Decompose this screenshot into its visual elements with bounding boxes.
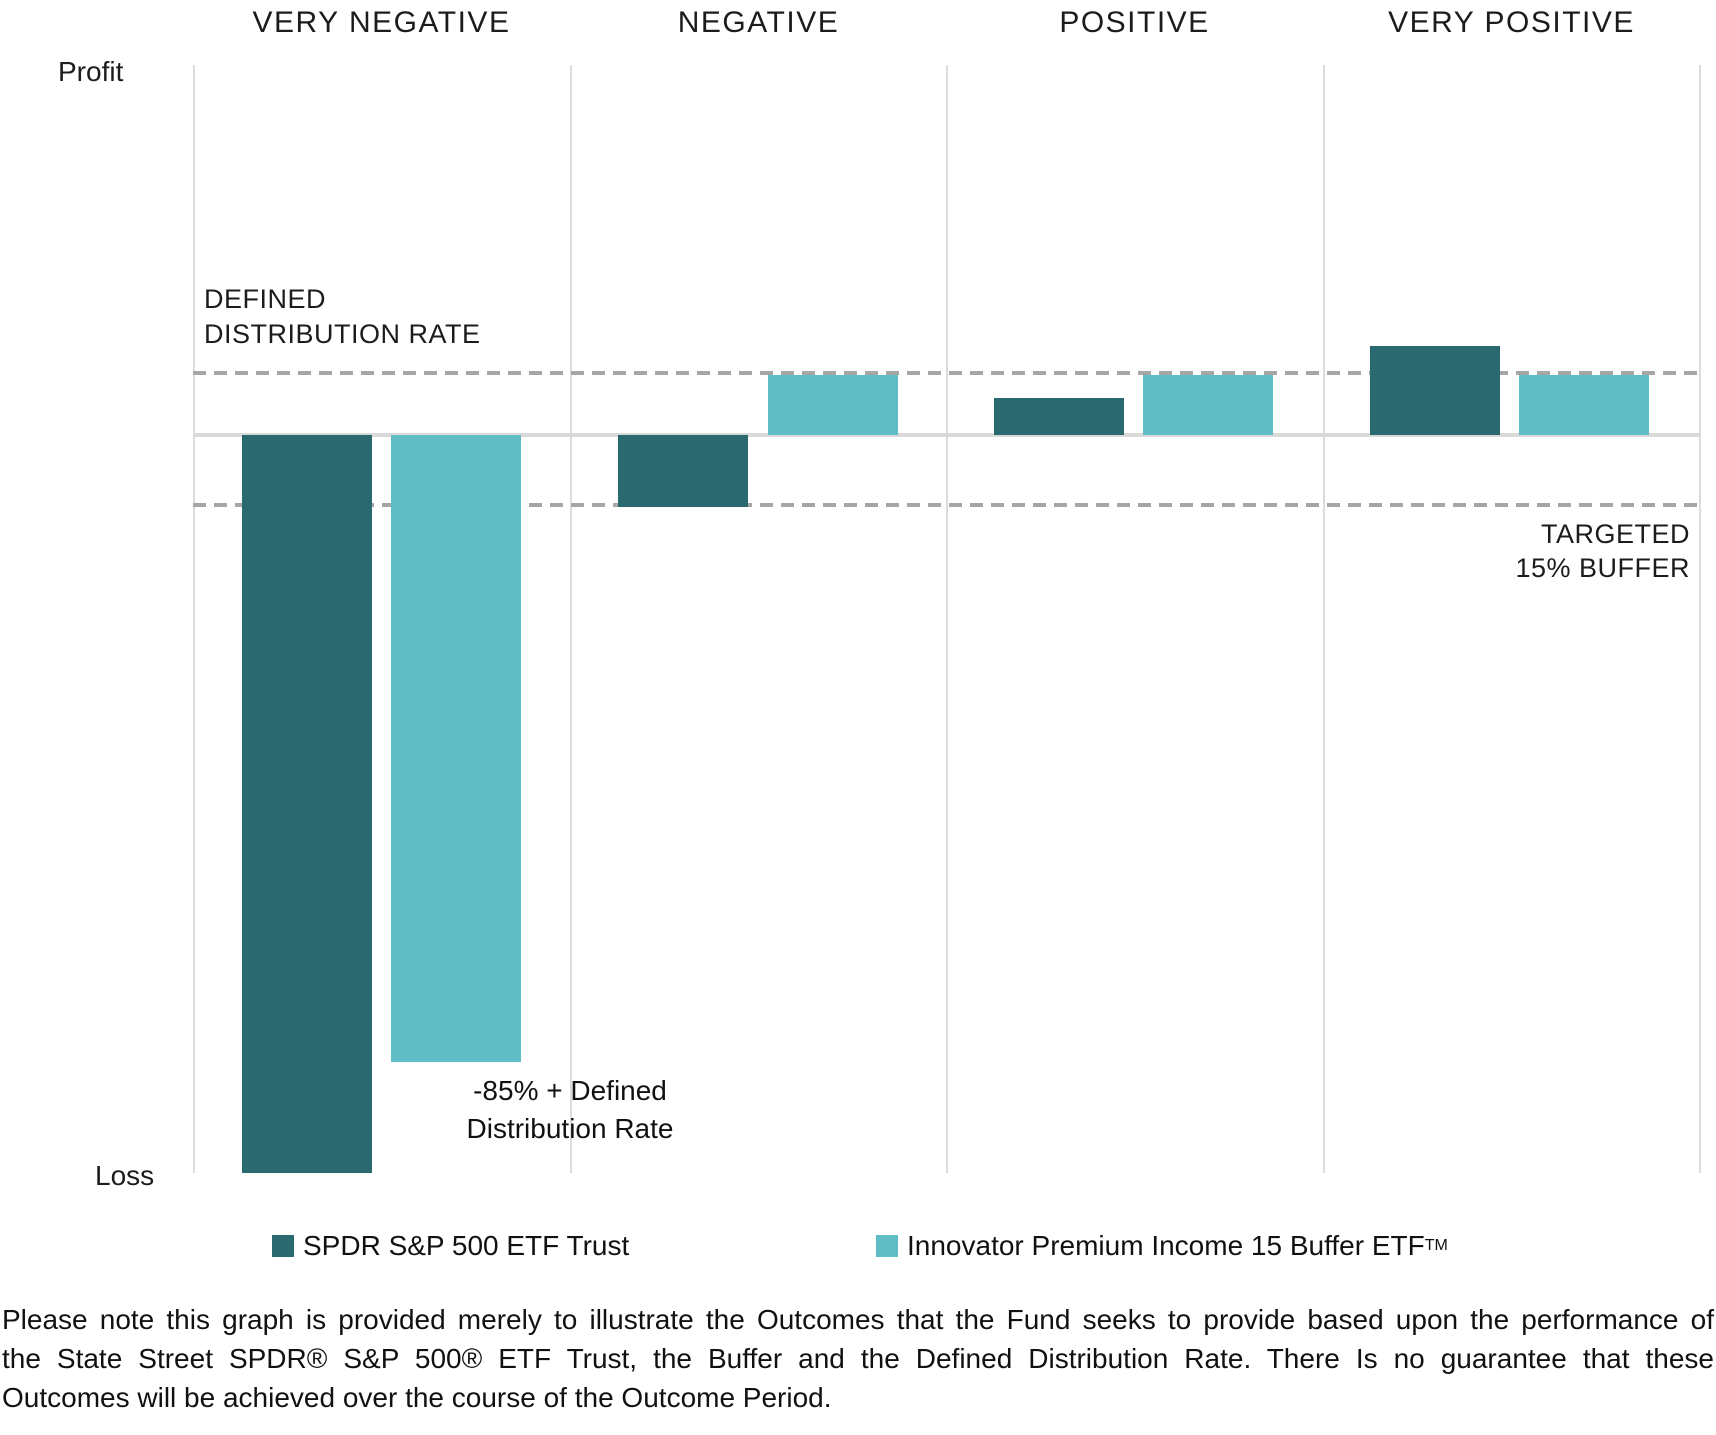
y-axis-loss-label: Loss: [95, 1160, 155, 1191]
disclaimer-line-2: the State Street SPDR® S&P 500® ETF Trus…: [2, 1343, 1714, 1374]
disclaimer-text: Please note this graph is provided merel…: [2, 1300, 1714, 1417]
column-separator-3: [1323, 65, 1325, 1173]
bar-innovator-negative: [768, 375, 898, 435]
defined-distribution-rate-line: [193, 371, 1700, 375]
plot-right-border: [1699, 65, 1701, 1173]
column-header-very-negative: VERY NEGATIVE: [252, 6, 511, 39]
bar-innovator-very-negative: [391, 435, 521, 1062]
disclaimer-line-1: Please note this graph is provided merel…: [2, 1304, 1714, 1335]
bar-innovator-very-positive: [1519, 375, 1649, 435]
disclaimer-line-3: Outcomes will be achieved over the cours…: [2, 1382, 832, 1413]
legend-swatch-spdr: [272, 1235, 294, 1257]
bar-innovator-positive: [1143, 375, 1273, 435]
targeted-buffer-label: TARGETED 15% BUFFER: [1515, 519, 1690, 583]
legend-swatch-innovator: [876, 1235, 898, 1257]
column-header-positive: POSITIVE: [1059, 6, 1210, 39]
legend-label-spdr: SPDR S&P 500 ETF Trust: [303, 1230, 630, 1261]
targeted-buffer-line: [193, 503, 1700, 507]
column-separator-1: [570, 65, 572, 1173]
bar-spdr-very-negative: [242, 435, 372, 1173]
legend-item-spdr: SPDR S&P 500 ETF Trust: [272, 1230, 629, 1262]
legend-item-innovator: Innovator Premium Income 15 Buffer ETF TM: [876, 1230, 1448, 1262]
column-header-very-positive: VERY POSITIVE: [1388, 6, 1635, 39]
column-separator-2: [946, 65, 948, 1173]
minus-85-annotation: -85% + Defined Distribution Rate: [466, 1075, 674, 1144]
bar-spdr-negative: [618, 435, 748, 507]
column-header-negative: NEGATIVE: [677, 6, 840, 39]
zero-axis-line: [193, 433, 1700, 437]
plot-left-border: [193, 65, 195, 1173]
defined-distribution-rate-label: DEFINED DISTRIBUTION RATE: [204, 284, 481, 349]
bar-spdr-positive: [994, 398, 1124, 435]
y-axis-profit-label: Profit: [58, 56, 124, 87]
bar-spdr-very-positive: [1370, 346, 1500, 435]
legend-label-innovator: Innovator Premium Income 15 Buffer ETF: [907, 1230, 1425, 1261]
